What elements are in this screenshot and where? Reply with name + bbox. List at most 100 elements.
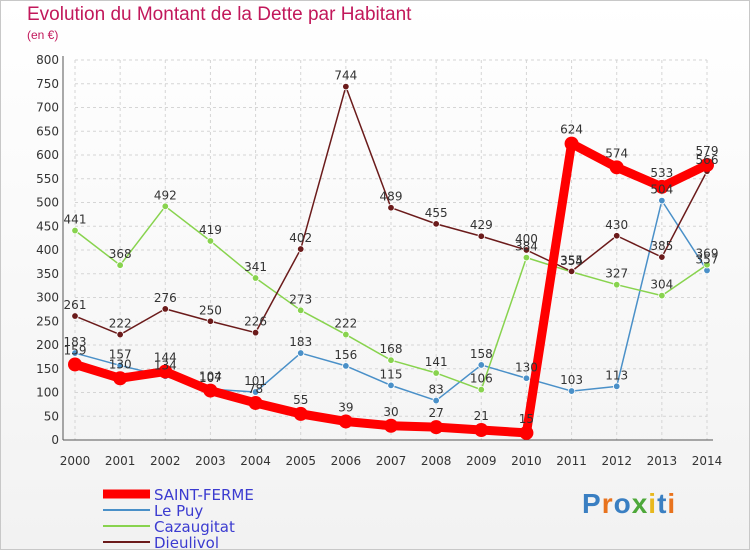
y-tick-label: 550 (36, 172, 59, 186)
data-point (658, 291, 666, 300)
data-point (161, 202, 169, 210)
data-label: 83 (429, 383, 444, 397)
data-label: 624 (560, 123, 583, 137)
data-label: 385 (650, 239, 673, 253)
data-label: 579 (696, 144, 719, 158)
data-label: 355 (560, 253, 583, 267)
y-tick-label: 600 (36, 148, 59, 162)
data-point (432, 369, 440, 377)
data-label: 115 (380, 367, 403, 381)
logo-letter: i (648, 488, 658, 519)
data-point (654, 179, 669, 194)
y-tick-label: 400 (36, 243, 59, 257)
data-point (613, 280, 621, 289)
data-point (203, 383, 218, 398)
data-label: 130 (515, 360, 538, 374)
data-label: 27 (429, 406, 444, 420)
data-label: 368 (109, 247, 132, 261)
x-tick-label: 2009 (466, 454, 497, 468)
data-point (522, 374, 531, 382)
data-point (477, 361, 485, 369)
data-label: 113 (605, 368, 628, 382)
data-point (432, 396, 440, 405)
x-tick-label: 2014 (692, 454, 723, 468)
data-label: 226 (244, 315, 267, 329)
data-label: 341 (244, 260, 267, 274)
data-label: 354 (560, 254, 583, 268)
chart-subtitle: (en €) (27, 28, 59, 42)
data-label: 504 (650, 183, 673, 197)
legend-label: Le Puy (154, 502, 203, 520)
data-label: 357 (696, 252, 719, 266)
data-point (384, 418, 398, 433)
y-tick-label: 450 (36, 219, 59, 233)
data-label: 384 (515, 240, 538, 254)
data-point (613, 232, 621, 240)
y-tick-label: 350 (36, 267, 59, 281)
x-tick-label: 2000 (60, 454, 91, 468)
data-label: 183 (289, 335, 312, 349)
data-point (251, 328, 260, 337)
chart-title: Evolution du Montant de la Dette par Hab… (27, 4, 412, 25)
x-tick-label: 2003 (195, 454, 226, 468)
logo-letter: P (582, 488, 602, 519)
data-point (519, 425, 534, 440)
data-label: 429 (470, 218, 493, 232)
data-point (68, 357, 82, 372)
y-tick-label: 0 (51, 433, 59, 447)
legend-label: Cazaugitat (154, 518, 235, 536)
data-label: 419 (199, 223, 222, 237)
data-label: 156 (334, 348, 357, 362)
data-label: 168 (380, 342, 403, 356)
legend-label: Dieulivol (154, 534, 219, 550)
y-tick-label: 200 (36, 338, 59, 352)
data-label: 158 (470, 347, 493, 361)
data-point (564, 136, 579, 151)
data-label: 327 (605, 267, 628, 281)
x-tick-label: 2010 (511, 454, 542, 468)
y-tick-label: 500 (36, 196, 59, 210)
data-label: 39 (338, 400, 353, 414)
data-label: 103 (560, 373, 583, 387)
data-label: 250 (199, 303, 222, 317)
data-point (703, 261, 711, 269)
data-label: 159 (64, 343, 87, 357)
data-point (522, 253, 531, 262)
data-point (338, 414, 353, 429)
x-tick-label: 2008 (421, 454, 452, 468)
data-point (658, 196, 666, 205)
x-tick-label: 2002 (150, 454, 181, 468)
data-label: 744 (334, 69, 357, 83)
data-label: 30 (383, 405, 398, 419)
data-point (567, 387, 576, 395)
x-tick-label: 2005 (285, 454, 316, 468)
y-tick-label: 650 (36, 124, 59, 138)
data-label: 55 (293, 393, 308, 407)
legend-label: SAINT-FERME (154, 486, 254, 504)
data-point (342, 330, 350, 339)
y-tick-label: 700 (36, 101, 59, 115)
data-point (116, 330, 124, 339)
y-tick-label: 50 (44, 409, 59, 423)
y-tick-label: 250 (36, 314, 59, 328)
data-label: 183 (64, 335, 87, 349)
data-point (206, 317, 215, 325)
data-point (658, 253, 666, 261)
data-point (248, 395, 263, 410)
y-tick-label: 800 (36, 53, 59, 67)
data-point (609, 160, 624, 175)
data-label: 141 (425, 355, 448, 369)
x-tick-label: 2013 (647, 454, 678, 468)
y-tick-label: 100 (36, 386, 59, 400)
data-point (387, 356, 395, 364)
data-label: 441 (64, 213, 87, 227)
series-lines (68, 82, 714, 440)
axes: 0 50 100 150 200 250 300 350 400 450 500 550 600 650 7… (36, 53, 722, 468)
data-point (387, 204, 395, 212)
data-point (432, 220, 440, 228)
data-label: 276 (154, 291, 177, 305)
data-label: 430 (605, 218, 628, 232)
data-point (342, 362, 350, 370)
data-point (700, 157, 714, 172)
